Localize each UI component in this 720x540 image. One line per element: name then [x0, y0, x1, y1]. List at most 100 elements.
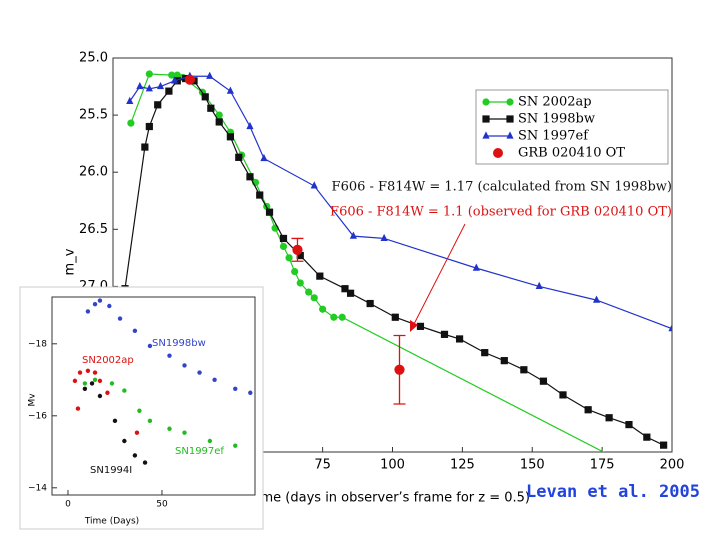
marker [97, 298, 103, 303]
marker [305, 288, 313, 296]
y-tick-label: −18 [28, 339, 47, 349]
marker [92, 370, 98, 375]
marker [265, 208, 274, 216]
marker [85, 309, 91, 314]
legend-marker [506, 115, 514, 123]
marker [212, 377, 217, 382]
y-tick-label: 25.0 [79, 51, 108, 66]
marker [122, 438, 127, 444]
marker [97, 378, 103, 384]
legend-marker [482, 115, 490, 123]
legend-label: GRB 020410 OT [518, 146, 625, 161]
marker [285, 254, 293, 262]
marker [248, 390, 253, 395]
marker [380, 233, 388, 242]
marker [167, 426, 172, 431]
marker [165, 87, 173, 95]
marker [97, 393, 103, 399]
marker [173, 71, 181, 79]
marker [109, 381, 115, 386]
marker [75, 406, 81, 411]
marker [559, 391, 567, 399]
marker [89, 381, 95, 386]
marker [233, 443, 238, 448]
marker [136, 81, 144, 90]
marker [182, 430, 187, 435]
marker [292, 244, 303, 255]
y-axis-label: m_v [63, 248, 78, 275]
plot-frame [51, 296, 256, 496]
series-label: SN2002ap [82, 355, 134, 366]
x-tick-label: 200 [660, 458, 685, 473]
marker [338, 313, 346, 321]
series-label: SN1997ef [175, 446, 224, 457]
legend-label: SN 1998bw [518, 112, 595, 127]
y-tick-label: −14 [28, 483, 47, 493]
marker [206, 71, 214, 79]
marker [207, 438, 213, 444]
legend-marker [506, 98, 514, 106]
marker [141, 143, 149, 151]
x-axis-label: Time (Days) [84, 517, 139, 527]
legend-marker [493, 148, 503, 158]
marker [660, 441, 668, 449]
marker [246, 121, 254, 130]
marker [584, 406, 592, 414]
legend-marker [482, 98, 490, 106]
marker [105, 390, 110, 395]
inset-background [19, 286, 264, 530]
marker [82, 386, 88, 391]
marker [233, 386, 238, 391]
x-tick-label: 150 [520, 458, 545, 473]
marker [592, 295, 601, 303]
marker [107, 303, 112, 309]
annotation: F606 - F814W = 1.17 (calculated from SN … [332, 180, 672, 195]
y-axis-label: Mv [28, 393, 38, 407]
marker [500, 357, 508, 365]
marker [643, 433, 651, 441]
x-tick-label: 75 [314, 458, 331, 473]
marker [82, 381, 88, 386]
marker [215, 111, 223, 119]
marker [279, 242, 288, 251]
x-tick-label: 50 [156, 500, 168, 510]
marker [170, 76, 179, 84]
marker [156, 81, 165, 90]
marker [416, 322, 425, 330]
marker [132, 328, 138, 334]
marker [481, 349, 489, 357]
series-label: SN1994I [90, 465, 132, 476]
marker [145, 122, 153, 131]
marker [168, 71, 176, 79]
marker [173, 77, 181, 85]
marker [391, 313, 399, 321]
annotation: F606 - F814W = 1.1 (observed for GRB 020… [330, 205, 672, 220]
marker [440, 330, 449, 338]
legend-label: SN 2002ap [518, 95, 592, 110]
marker [126, 96, 134, 104]
marker [92, 302, 98, 307]
legend-label: SN 1997ef [518, 129, 589, 144]
marker [260, 153, 268, 162]
y-tick-label: 25.5 [79, 108, 108, 123]
marker [182, 363, 187, 368]
marker [167, 353, 172, 358]
marker [77, 370, 83, 375]
marker [184, 74, 195, 85]
marker [291, 267, 299, 276]
marker [296, 251, 304, 260]
plot-area [72, 298, 253, 465]
marker [455, 335, 464, 343]
marker [197, 370, 202, 375]
y-tick-label: 26.5 [79, 222, 108, 237]
marker [330, 313, 338, 321]
marker [346, 289, 355, 297]
marker [226, 133, 234, 141]
marker [127, 119, 135, 127]
marker [310, 181, 318, 189]
marker [296, 279, 304, 287]
marker [605, 414, 613, 422]
marker [201, 93, 209, 101]
plot-area [121, 70, 672, 452]
